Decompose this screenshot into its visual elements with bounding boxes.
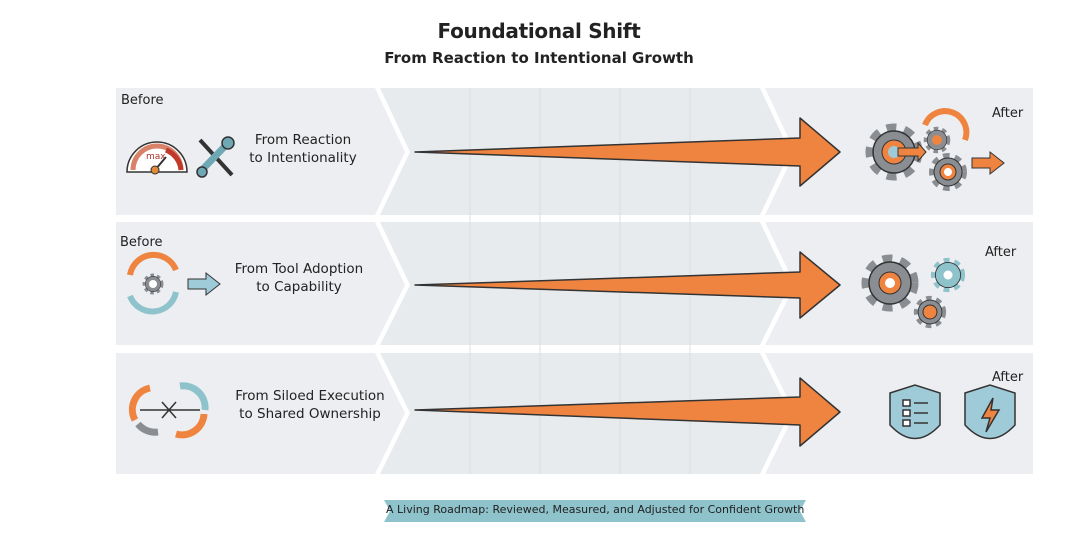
row-2-shift-line-2: to Capability — [256, 279, 342, 295]
page-subtitle: From Reaction to Intentional Growth — [384, 49, 694, 67]
row-1-shift-text: From Reaction to Intentionality — [240, 131, 366, 167]
row-1-after-label: After — [992, 106, 1024, 121]
gears-arrow-icon — [872, 108, 1005, 187]
shift-arrow-1 — [414, 117, 841, 187]
footer-banner-text: A Living Roadmap: Reviewed, Measured, an… — [386, 503, 805, 516]
row-1-shift-line-2: to Intentionality — [249, 150, 357, 166]
gauge-max-text: max — [146, 152, 166, 162]
shields-icon — [889, 384, 1016, 440]
row-2-shift-line-1: From Tool Adoption — [234, 261, 364, 277]
row-3-after-label: After — [992, 370, 1024, 385]
row-1-shift-line-1: From Reaction — [254, 132, 352, 148]
row-2-before-label: Before — [120, 235, 163, 250]
row-3-shift-line-2: to Shared Ownership — [239, 406, 381, 422]
shift-arrow-2 — [414, 251, 841, 319]
row-1-before-label: Before — [121, 93, 164, 108]
row-2-after-label: After — [985, 245, 1017, 260]
row-3-shift-text: From Siloed Execution to Shared Ownership — [224, 387, 396, 423]
cycle-gear-icon — [127, 251, 221, 315]
wrench-icon — [196, 136, 235, 178]
page-title: Foundational Shift — [437, 19, 641, 43]
broken-cycle-icon — [128, 382, 209, 439]
shift-arrow-3 — [414, 377, 841, 447]
gauge-icon: max — [126, 141, 188, 175]
gear-cluster-icon — [868, 261, 966, 325]
row-3-shift-line-1: From Siloed Execution — [235, 388, 385, 404]
row-2-shift-text: From Tool Adoption to Capability — [224, 260, 374, 296]
footer-banner-shape — [384, 500, 806, 522]
